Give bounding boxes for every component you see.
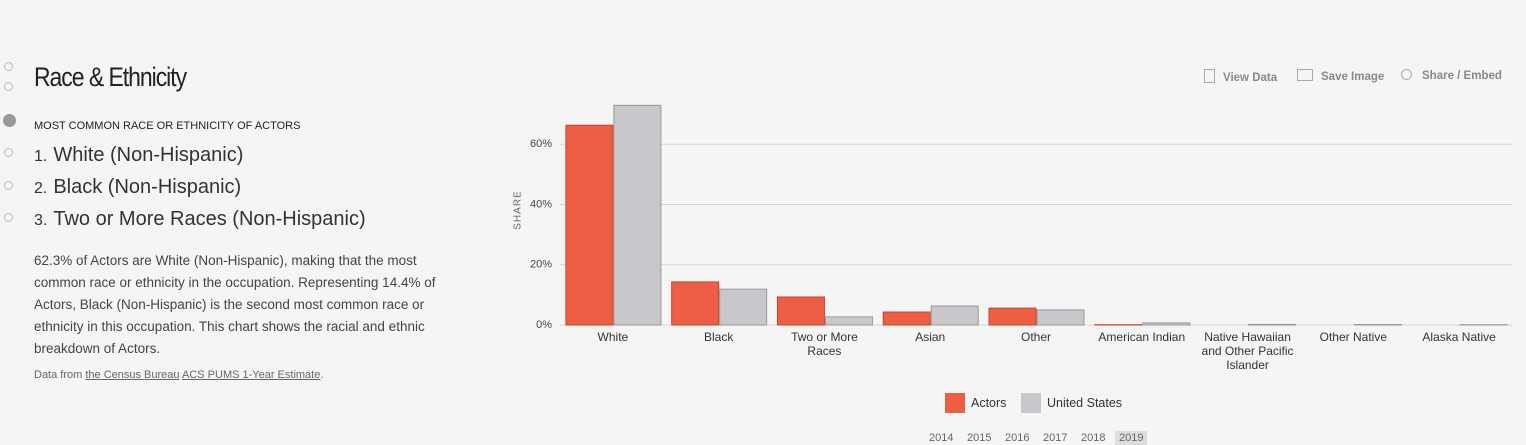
year-option[interactable]: 2014 xyxy=(925,431,957,445)
x-tick-label: Two or More Races xyxy=(772,330,876,358)
y-tick-label: 0% xyxy=(536,319,552,331)
bar xyxy=(720,289,767,325)
legend-swatch xyxy=(1021,393,1041,413)
y-tick-label: 20% xyxy=(530,259,552,271)
x-tick-label: Black xyxy=(667,330,771,344)
legend-swatch xyxy=(945,393,965,413)
bar xyxy=(672,282,719,325)
bar xyxy=(825,317,872,325)
bar xyxy=(1037,310,1084,325)
y-tick-label: 60% xyxy=(530,138,552,150)
legend-label: Actors xyxy=(971,396,1006,410)
x-tick-label: Other Native xyxy=(1301,330,1405,344)
bar xyxy=(931,306,978,325)
year-option[interactable]: 2015 xyxy=(963,431,995,445)
bar xyxy=(614,105,661,325)
bar xyxy=(1143,323,1190,325)
x-tick-label: Other xyxy=(984,330,1088,344)
x-tick-label: Native Hawaiian and Other Pacific Island… xyxy=(1196,330,1300,372)
year-option[interactable]: 2018 xyxy=(1077,431,1109,445)
bar xyxy=(989,308,1036,325)
legend-label: United States xyxy=(1047,396,1122,410)
year-option[interactable]: 2016 xyxy=(1001,431,1033,445)
x-tick-label: Alaska Native xyxy=(1407,330,1511,344)
bar xyxy=(566,125,613,325)
bar xyxy=(1249,324,1296,325)
y-tick-label: 40% xyxy=(530,198,552,210)
year-option[interactable]: 2017 xyxy=(1039,431,1071,445)
x-tick-label: Asian xyxy=(878,330,982,344)
bar xyxy=(777,297,824,325)
y-axis-title: SHARE xyxy=(513,190,524,229)
x-tick-label: American Indian xyxy=(1090,330,1194,344)
x-tick-label: White xyxy=(561,330,665,344)
bar xyxy=(883,312,930,325)
year-option[interactable]: 2019 xyxy=(1115,431,1147,445)
